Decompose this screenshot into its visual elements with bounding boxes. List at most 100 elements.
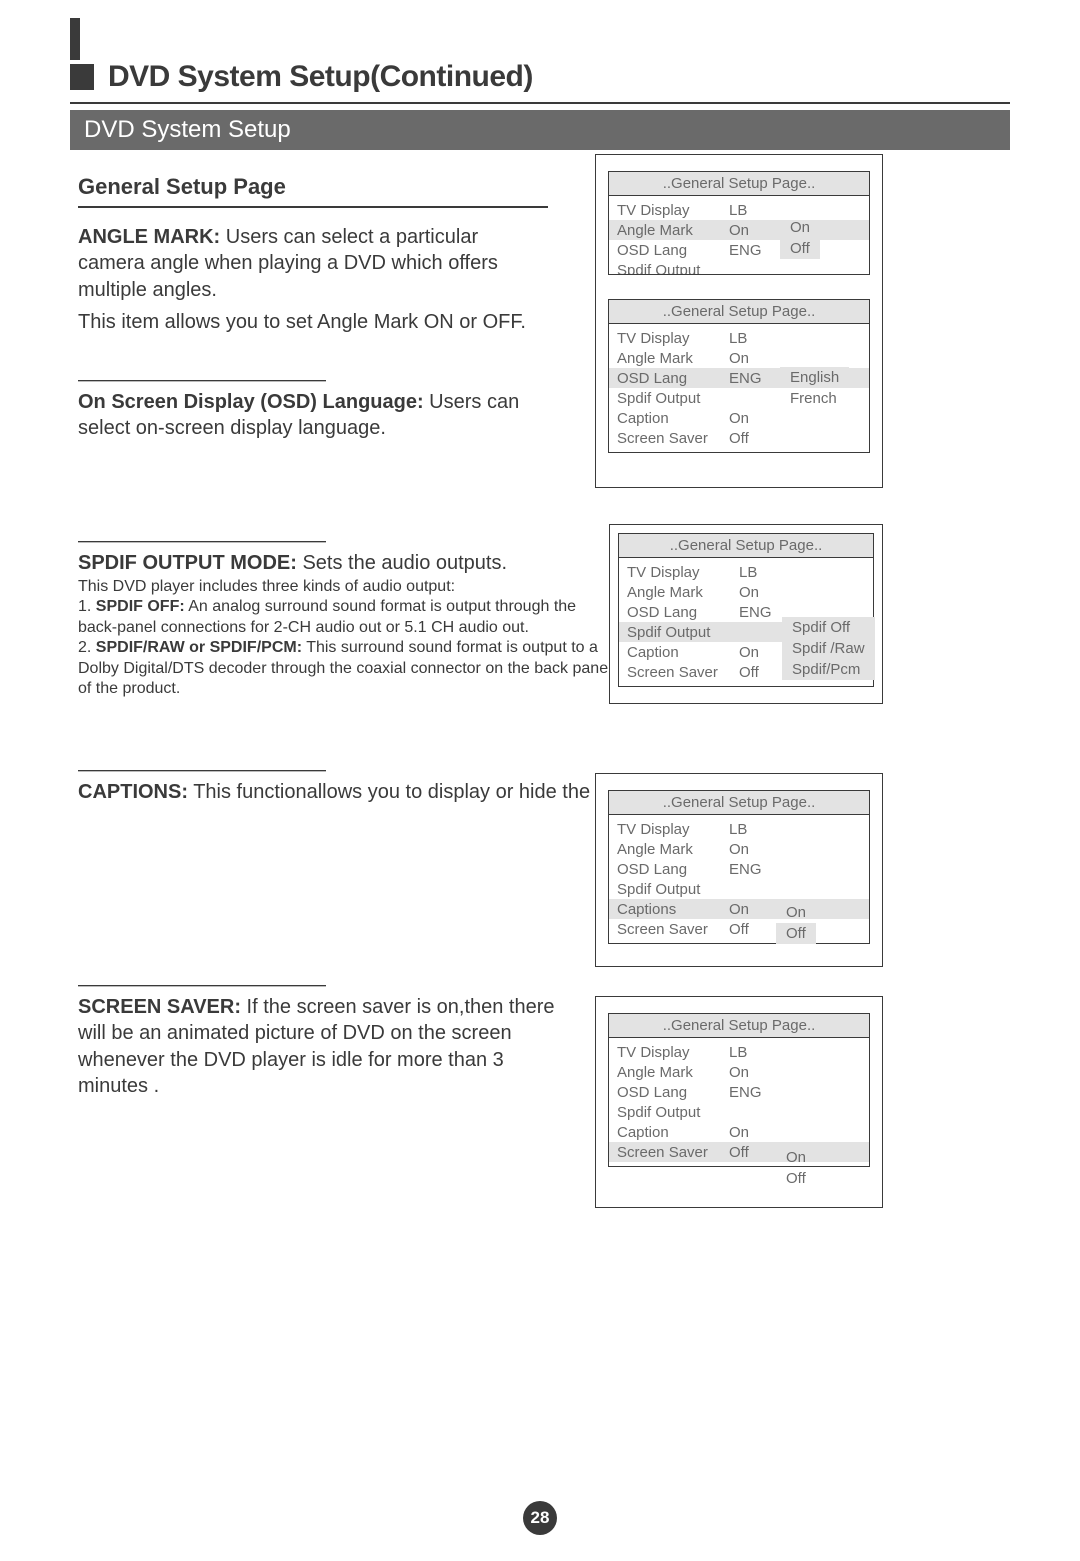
saver-lead: SCREEN SAVER: — [78, 996, 241, 1018]
menu-row[interactable]: Spdif Output — [609, 1102, 869, 1122]
menu-row[interactable]: Angle MarkOn — [619, 582, 873, 602]
menu-row[interactable]: TV DisplayLB — [619, 562, 873, 582]
menu-label: OSD Lang — [617, 370, 729, 387]
menu-row[interactable]: Angle MarkOn — [609, 1062, 869, 1082]
spdif-lead: SPDIF OUTPUT MODE: — [78, 552, 297, 574]
menu-row[interactable]: OSD LangENG — [609, 1082, 869, 1102]
divider — [78, 541, 326, 542]
menu-row[interactable]: OSD LangENG — [609, 240, 869, 260]
page-number: 28 — [523, 1501, 557, 1535]
menu-label: Caption — [627, 644, 739, 661]
menu-val: ENG — [729, 1084, 777, 1101]
divider — [78, 985, 326, 986]
menu-panel-saver: ..General Setup Page.. TV DisplayLB Angl… — [595, 996, 883, 1208]
menu-val: On — [729, 841, 777, 858]
menu-label: Screen Saver — [617, 921, 729, 938]
menu-val: ENG — [739, 604, 787, 621]
menu-row[interactable]: Screen SaverOff — [609, 428, 869, 448]
angle-mark-paragraph: ANGLE MARK: Users can select a particula… — [78, 224, 548, 303]
spdif-1-num: 1. — [78, 598, 96, 615]
menu-inner-saver: ..General Setup Page.. TV DisplayLB Angl… — [608, 1013, 870, 1167]
menu-label: Spdif Output — [617, 390, 729, 407]
menu-options-osd: English French — [780, 367, 849, 409]
menu-header: ..General Setup Page.. — [609, 300, 869, 324]
menu-header: ..General Setup Page.. — [609, 1014, 869, 1038]
menu-val: Off — [729, 430, 777, 447]
captions-lead: CAPTIONS: — [78, 781, 188, 803]
menu-options-spdif: Spdif Off Spdif /Raw Spdif/Pcm — [782, 617, 875, 680]
menu-row[interactable]: Angle MarkOn — [609, 348, 869, 368]
menu-row[interactable]: TV DisplayLB — [609, 328, 869, 348]
menu-row[interactable]: TV DisplayLB — [609, 819, 869, 839]
menu-label: OSD Lang — [617, 861, 729, 878]
menu-val: ENG — [729, 861, 777, 878]
menu-row[interactable]: CaptionOn — [609, 408, 869, 428]
menu-label: Screen Saver — [617, 430, 729, 447]
menu-row[interactable]: Angle MarkOn — [609, 220, 869, 240]
divider — [78, 770, 326, 771]
menu-label: TV Display — [617, 330, 729, 347]
page-title: DVD System Setup(Continued) — [108, 60, 533, 94]
menu-val: LB — [729, 1044, 777, 1061]
menu-label: Spdif Output — [617, 881, 729, 898]
menu-row[interactable]: Spdif Output — [609, 260, 869, 275]
menu-row[interactable]: Angle MarkOn — [609, 839, 869, 859]
spdif-2-lead: SPDIF/RAW or SPDIF/PCM: — [96, 639, 302, 656]
spdif-intro: This DVD player includes three kinds of … — [78, 577, 618, 597]
menu-val: On — [729, 901, 777, 918]
menu-row[interactable]: OSD LangENG — [609, 859, 869, 879]
menu-label: OSD Lang — [617, 242, 729, 259]
menu-label: Angle Mark — [617, 350, 729, 367]
menu-option[interactable]: On — [776, 902, 816, 923]
menu-val: Off — [739, 664, 787, 681]
menu-label: TV Display — [627, 564, 739, 581]
corner-mark — [70, 18, 80, 60]
menu-val: On — [729, 1064, 777, 1081]
sub-heading-rule — [78, 206, 548, 208]
menu-option[interactable]: English — [780, 367, 849, 388]
page-title-row: DVD System Setup(Continued) — [70, 60, 1010, 94]
menu-row[interactable]: Screen SaverOff — [609, 919, 869, 939]
menu-val: On — [729, 350, 777, 367]
menu-row[interactable]: Screen SaverOff — [609, 1142, 869, 1162]
menu-row[interactable]: TV DisplayLB — [609, 200, 869, 220]
title-rule — [70, 102, 1010, 104]
menu-option[interactable]: French — [780, 388, 849, 409]
menu-label: Angle Mark — [627, 584, 739, 601]
menu-label: TV Display — [617, 202, 729, 219]
saver-paragraph: SCREEN SAVER: If the screen saver is on,… — [78, 994, 578, 1100]
spdif-tail: Sets the audio outputs. — [297, 552, 507, 574]
spdif-item-1: 1. SPDIF OFF: An analog surround sound f… — [78, 597, 618, 638]
menu-val: On — [729, 222, 777, 239]
menu-label: Screen Saver — [617, 1144, 729, 1161]
menu-label: Spdif Output — [617, 1104, 729, 1121]
menu-label: TV Display — [617, 1044, 729, 1061]
menu-panel-captions: ..General Setup Page.. TV DisplayLB Angl… — [595, 773, 883, 967]
menu-val: LB — [729, 821, 777, 838]
menu-options-captions: On Off — [776, 902, 816, 944]
menu-option[interactable]: On — [776, 1147, 816, 1168]
title-bullet — [70, 64, 94, 90]
menu-options-saver: On Off — [776, 1147, 816, 1189]
menu-option[interactable]: On — [780, 217, 820, 238]
section-banner: DVD System Setup — [70, 110, 1010, 150]
spdif-1-lead: SPDIF OFF: — [96, 598, 185, 615]
menu-inner-captions: ..General Setup Page.. TV DisplayLB Angl… — [608, 790, 870, 944]
menu-option[interactable]: Spdif/Pcm — [782, 659, 875, 680]
divider — [78, 380, 326, 381]
menu-label: TV Display — [617, 821, 729, 838]
menu-option[interactable]: Spdif /Raw — [782, 638, 875, 659]
menu-option[interactable]: Off — [776, 1168, 816, 1189]
menu-row[interactable]: CaptionOn — [609, 1122, 869, 1142]
menu-row[interactable]: Spdif Output — [609, 879, 869, 899]
menu-row[interactable]: CaptionsOn — [609, 899, 869, 919]
menu-header: ..General Setup Page.. — [619, 534, 873, 558]
menu-row[interactable]: TV DisplayLB — [609, 1042, 869, 1062]
menu-option[interactable]: Off — [776, 923, 816, 944]
menu-val: Off — [729, 921, 777, 938]
angle-mark-line2: This item allows you to set Angle Mark O… — [78, 309, 618, 335]
menu-option[interactable]: Off — [780, 238, 820, 259]
menu-panel-spdif: ..General Setup Page.. TV DisplayLB Angl… — [609, 524, 883, 704]
spdif-heading: SPDIF OUTPUT MODE: Sets the audio output… — [78, 550, 618, 576]
menu-option[interactable]: Spdif Off — [782, 617, 875, 638]
